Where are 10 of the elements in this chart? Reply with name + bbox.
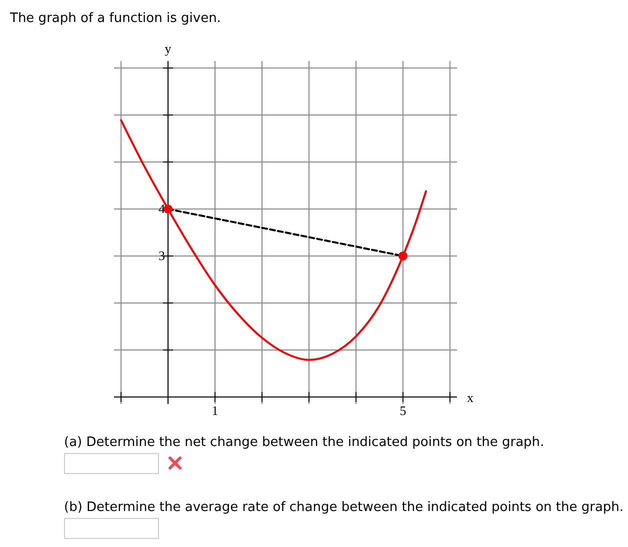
x-tick-label: 5 <box>400 402 406 418</box>
chart-title: The graph of a function is given. <box>9 11 221 26</box>
x-axis-title: x <box>467 390 474 405</box>
x-tick-label: 1 <box>212 402 218 418</box>
text: (b) Determine the average rate of change between the indicated points on the graph. <box>64 500 624 515</box>
text: (a) Determine the net change between the indicated points on the graph. <box>64 435 544 450</box>
y-tick-label: 4 <box>158 201 166 216</box>
y-axis-title: y <box>164 41 172 56</box>
line-series <box>120 119 427 361</box>
y-tick-label: 3 <box>158 248 166 263</box>
